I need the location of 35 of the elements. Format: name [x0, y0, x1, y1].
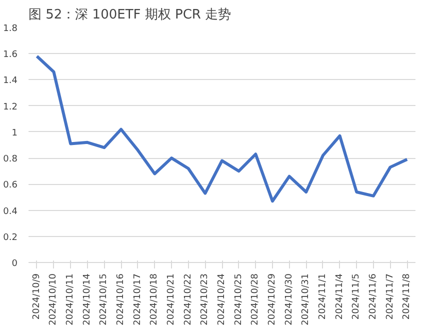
- y-tick-label: 1.2: [3, 102, 18, 112]
- x-tick-label: 2024/10/31: [301, 274, 312, 326]
- x-tick-label: 2024/11/1: [318, 273, 328, 320]
- x-tick-label: 2024/10/16: [116, 273, 126, 326]
- y-tick-label: 1.8: [3, 24, 18, 34]
- y-tick-label: 0.8: [3, 154, 18, 165]
- y-tick-label: 0.6: [3, 180, 18, 191]
- x-tick-label: 2024/10/28: [250, 273, 261, 326]
- x-tick-label: 2024/10/17: [132, 274, 143, 326]
- y-tick-label: 1.4: [3, 76, 18, 86]
- x-tick-label: 2024/11/4: [334, 273, 345, 320]
- x-tick-label: 2024/11/8: [402, 273, 412, 320]
- x-tick-label: 2024/10/21: [166, 274, 177, 326]
- y-tick-label: 0.4: [3, 206, 18, 217]
- x-tick-label: 2024/11/7: [385, 273, 396, 320]
- x-tick-label: 2024/11/5: [352, 273, 362, 320]
- x-tick-label: 2024/10/25: [234, 274, 244, 326]
- x-tick-label: 2024/10/9: [32, 273, 42, 320]
- x-tick-label: 2024/10/10: [48, 273, 59, 326]
- x-tick-label: 2024/11/6: [368, 273, 378, 320]
- y-tick-label: 0: [12, 259, 18, 269]
- y-tick-label: 1: [12, 128, 18, 138]
- x-tick-label: 2024/10/22: [183, 274, 194, 326]
- x-tick-label: 2024/10/14: [82, 273, 92, 326]
- y-tick-label: 1.6: [3, 50, 18, 60]
- x-tick-label: 2024/10/29: [267, 273, 278, 326]
- x-tick-label: 2024/10/23: [200, 274, 210, 326]
- x-tick-label: 2024/10/15: [99, 274, 110, 326]
- line-series: [35, 54, 409, 203]
- x-tick-label: 2024/10/18: [150, 273, 160, 326]
- x-tick-label: 2024/10/30: [284, 273, 294, 326]
- chart-title: 图 52：深 100ETF 期权 PCR 走势: [28, 8, 232, 22]
- x-tick-label: 2024/10/24: [217, 273, 227, 326]
- y-tick-label: 0.2: [3, 232, 18, 243]
- x-tick-label: 2024/10/11: [66, 274, 76, 326]
